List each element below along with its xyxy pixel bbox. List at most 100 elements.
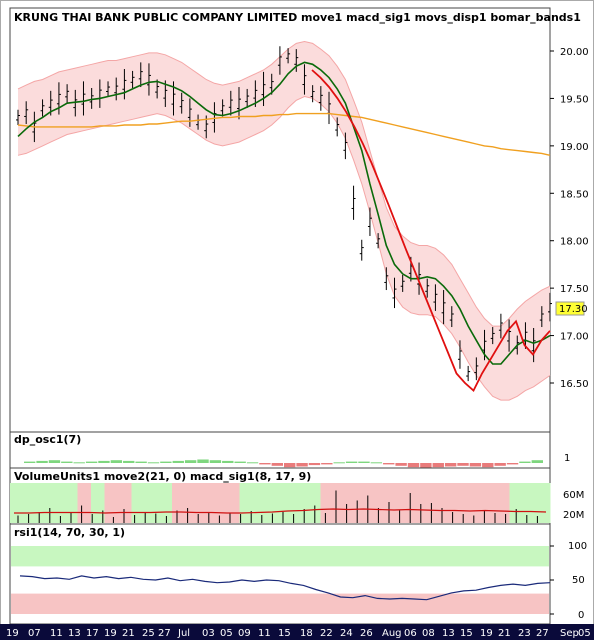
dp-osc-panel: dp_osc1(7) 1: [9, 431, 570, 469]
price-bar: [24, 101, 29, 125]
volume-zone-red: [482, 483, 497, 523]
price-bar: [359, 239, 364, 261]
series-movs-disp1-line: [17, 112, 551, 156]
date-axis-label: 22: [320, 628, 333, 639]
price-bar: [138, 62, 143, 88]
date-axis-label: Sep: [560, 628, 579, 639]
dp-osc-bar: [184, 460, 197, 463]
price-axis-label: 19.50: [560, 94, 589, 105]
rsi-panel: rsi1(14, 70, 30, 1) 100 50 0: [9, 523, 587, 625]
volume-zone-green: [280, 483, 294, 523]
price-bar: [40, 99, 45, 117]
volume-panel-title: VolumeUnits1 move2(21, 0) macd_sig1(8, 1…: [14, 470, 311, 483]
price-panel: KRUNG THAI BANK PUBLIC COMPANY LIMITED m…: [9, 7, 589, 433]
price-bar: [236, 87, 241, 120]
price-bar: [507, 319, 512, 352]
dp-osc-bar: [234, 461, 246, 463]
price-bar: [56, 82, 61, 115]
price-bar: [474, 357, 479, 381]
date-axis-label: 09: [238, 628, 251, 639]
date-axis-label: 07: [28, 628, 41, 639]
price-bar: [286, 48, 291, 64]
date-axis: 19 07 11 13 17 19 21 25 27 Jul 03 05 09 11 15 18 22 24 26 A…: [6, 628, 591, 639]
price-bar: [261, 71, 266, 107]
price-axis-label: 18.50: [560, 189, 589, 200]
volume-zone-green: [10, 483, 24, 523]
date-axis-label: 23: [518, 628, 531, 639]
series-rsi1-line: [19, 575, 551, 601]
date-axis-label: 11: [50, 628, 63, 639]
last-price-tag: [555, 301, 585, 316]
price-axis-label: 17.50: [560, 284, 589, 295]
date-axis-label: Aug: [382, 628, 402, 639]
dp-panel-title: dp_osc1(7): [14, 433, 81, 446]
dp-osc-bar: [321, 463, 333, 465]
dp-osc-bar: [345, 461, 358, 463]
dp-osc-bar: [36, 460, 48, 463]
date-axis-label: 11: [258, 628, 271, 639]
dp-osc-bar: [246, 462, 259, 464]
price-bar: [269, 73, 274, 95]
volume-zone-red: [415, 483, 429, 523]
series-move1-line: [17, 61, 551, 365]
dp-osc-bar: [222, 460, 234, 463]
volume-zone-green: [293, 483, 308, 523]
volume-axis-label-60m: 60M: [563, 490, 584, 501]
price-bar: [376, 233, 381, 249]
price-bar: [531, 327, 536, 363]
volume-zone-red: [374, 483, 389, 523]
dp-osc-bar: [395, 463, 407, 466]
price-bar: [392, 277, 397, 309]
price-bar: [106, 81, 111, 97]
price-bar: [457, 340, 462, 369]
date-axis-label: 15: [460, 628, 473, 639]
rsi-oversold-zone: [11, 593, 549, 614]
date-axis-label: 19: [6, 628, 19, 639]
dp-osc-bar: [432, 463, 444, 468]
series-macd-sig1-line: [311, 69, 551, 393]
date-axis-label: 25: [142, 628, 155, 639]
price-axis-label: 18.00: [560, 237, 589, 248]
volume-zone-red: [118, 483, 132, 523]
dp-osc-bar: [172, 460, 184, 463]
price-bar: [73, 89, 78, 117]
price-bar: [81, 81, 86, 116]
volume-axis-label-20m: 20M: [563, 510, 584, 521]
price-bar: [490, 327, 495, 345]
volume-zone-green: [131, 483, 146, 523]
price-axis-label: 16.50: [560, 379, 589, 390]
price-axis-label: 19.00: [560, 142, 589, 153]
dp-osc-bar: [123, 460, 135, 463]
dp-osc-bar: [110, 460, 123, 463]
price-bar: [294, 49, 299, 72]
date-axis-label: 13: [442, 628, 455, 639]
volume-zone-green: [307, 483, 321, 523]
volume-zone-red: [388, 483, 402, 523]
price-bar: [384, 267, 389, 291]
volume-zone-red: [496, 483, 510, 523]
date-axis-label: 26: [360, 628, 373, 639]
price-bar: [179, 92, 184, 114]
dp-osc-bar: [85, 461, 98, 463]
volume-zone-red: [334, 483, 348, 523]
dp-osc-bar: [383, 463, 395, 465]
date-axis-label: 05: [220, 628, 233, 639]
price-bar: [498, 313, 503, 339]
price-bar: [65, 84, 70, 104]
date-axis-label: 19: [104, 628, 117, 639]
price-bar: [343, 132, 348, 160]
price-axis-label: 20.00: [560, 47, 589, 58]
price-bar: [212, 102, 217, 133]
volume-zone-red: [455, 483, 470, 523]
price-bar: [114, 77, 119, 101]
price-bar: [449, 306, 454, 328]
dp-osc-bar: [469, 463, 482, 467]
volume-zone-red: [442, 483, 456, 523]
price-bar: [335, 117, 340, 137]
rsi-panel-title: rsi1(14, 70, 30, 1): [14, 526, 125, 539]
dp-osc-bar: [61, 461, 73, 463]
volume-zone-green: [536, 483, 551, 523]
price-bar: [122, 69, 127, 100]
date-axis-label: 06: [404, 628, 417, 639]
